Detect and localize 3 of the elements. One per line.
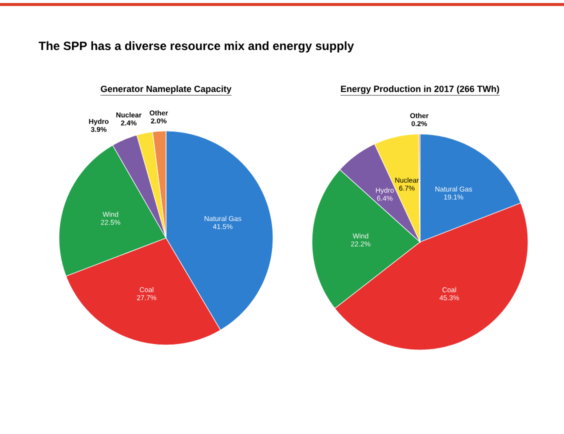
chart-title: Energy Production in 2017 (266 TWh) <box>341 85 500 94</box>
chart-title: Generator Nameplate Capacity <box>100 85 232 94</box>
text: The SPP has a diverse resource mix and energy supply <box>38 41 354 53</box>
